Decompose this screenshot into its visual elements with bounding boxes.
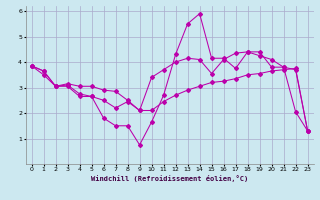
- X-axis label: Windchill (Refroidissement éolien,°C): Windchill (Refroidissement éolien,°C): [91, 175, 248, 182]
